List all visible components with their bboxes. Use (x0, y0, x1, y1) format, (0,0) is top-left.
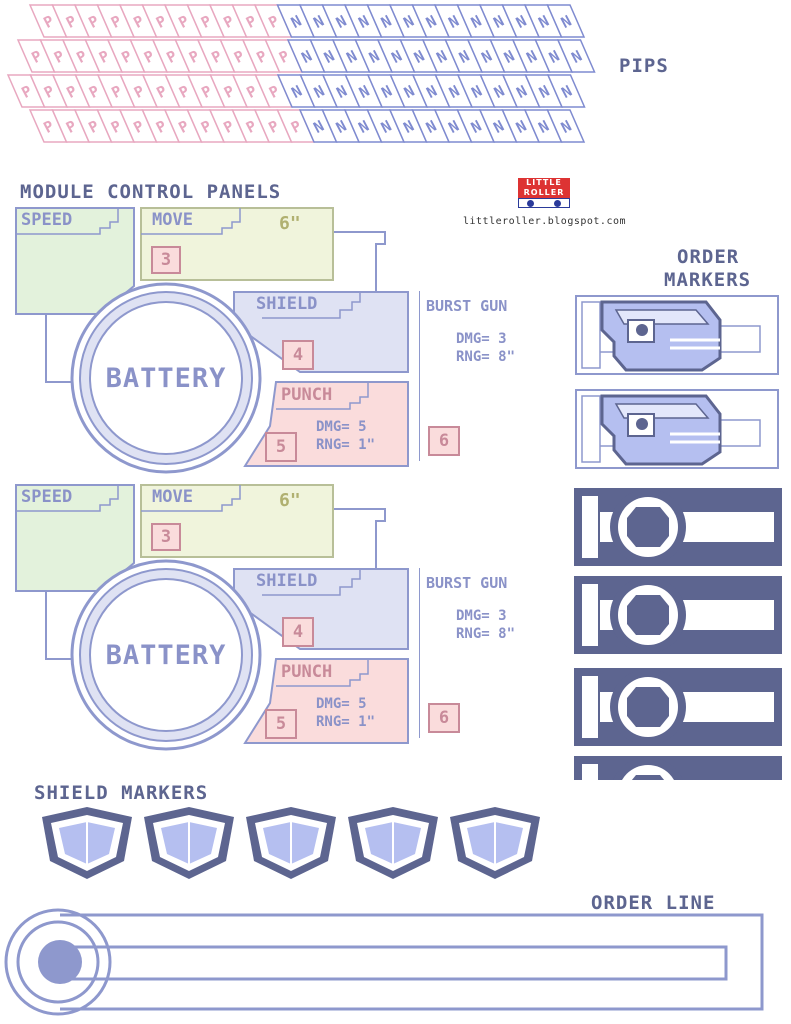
burst-gun-label: BURST GUN (426, 574, 508, 592)
shield-marker-icon (246, 807, 336, 879)
move-box (140, 207, 334, 281)
burst-gun-damage: DMG= 3 (456, 608, 507, 624)
order-markers-heading-line2: MARKERS (664, 269, 752, 291)
burst-gun-cost-badge: 6 (428, 426, 460, 456)
module-panel-2-frame (15, 484, 420, 751)
shield-marker-icon (42, 807, 132, 879)
burst-gun-range: RNG= 8" (456, 349, 516, 365)
move-cost-badge: 3 (151, 523, 181, 551)
pips-heading: PIPS (619, 55, 669, 77)
shield-cost-badge: 4 (282, 617, 314, 647)
battery-inner-ring (89, 578, 243, 732)
shield-cost-badge: 4 (282, 340, 314, 370)
dark-order-marker (574, 756, 782, 780)
burst-gun-range: RNG= 8" (456, 626, 516, 642)
robot-head-order-marker (575, 389, 779, 469)
shield-markers-heading: SHIELD MARKERS (34, 782, 209, 804)
move-value: 6" (279, 490, 301, 511)
pip-tile (546, 74, 586, 108)
dark-order-marker (574, 576, 782, 654)
shield-label: SHIELD (256, 571, 318, 591)
burst-gun-damage: DMG= 3 (456, 331, 507, 347)
logo-wheel-right-icon (554, 200, 561, 207)
shield-label: SHIELD (256, 294, 318, 314)
robot-head-order-marker (575, 295, 779, 375)
punch-label: PUNCH (281, 385, 333, 405)
shield-markers-row (42, 807, 540, 879)
logo-bottom-band: ROLLER (518, 188, 570, 198)
punch-damage: DMG= 5 (316, 419, 367, 435)
pips-sheet: P P P P P P P P P P P N N N N N N N N N N N N NP P P P P P P P P P P P N N N N… (6, 4, 596, 143)
shield-marker-icon (348, 807, 438, 879)
punch-range: RNG= 1" (316, 714, 376, 730)
battery-label: BATTERY (105, 640, 227, 671)
pip-tile (556, 39, 596, 73)
burst-gun-cost-badge: 6 (428, 703, 460, 733)
punch-range: RNG= 1" (316, 437, 376, 453)
shield-marker-icon (144, 807, 234, 879)
connector-line (333, 508, 386, 570)
dark-order-marker (574, 488, 782, 566)
battery-inner-ring (89, 301, 243, 455)
battery-label: BATTERY (105, 363, 227, 394)
order-line-track (4, 908, 764, 1016)
punch-cost-badge: 5 (265, 432, 297, 462)
speed-label: SPEED (21, 210, 73, 230)
move-value: 6" (279, 213, 301, 234)
logo-wheels (518, 198, 570, 208)
punch-cost-badge: 5 (265, 709, 297, 739)
dark-order-marker (574, 668, 782, 746)
move-cost-badge: 3 (151, 246, 181, 274)
move-box (140, 484, 334, 558)
logo-top-band: LITTLE (518, 178, 570, 188)
little-roller-logo: LITTLE ROLLER (518, 178, 570, 208)
pip-tile (546, 109, 586, 143)
order-markers-heading-line1: ORDER (677, 246, 740, 268)
order-line-heading: ORDER LINE (591, 892, 716, 914)
module-panels-heading: MODULE CONTROL PANELS (20, 181, 282, 203)
order-markers-sheet (574, 295, 782, 780)
move-label: MOVE (152, 487, 193, 507)
logo-url: littleroller.blogspot.com (463, 216, 627, 227)
shield-marker-icon (450, 807, 540, 879)
logo-wheel-left-icon (527, 200, 534, 207)
connector-line (333, 231, 386, 293)
punch-label: PUNCH (281, 662, 333, 682)
burst-gun-label: BURST GUN (426, 297, 508, 315)
punch-damage: DMG= 5 (316, 696, 367, 712)
pip-tile (546, 4, 586, 38)
speed-label: SPEED (21, 487, 73, 507)
move-label: MOVE (152, 210, 193, 230)
